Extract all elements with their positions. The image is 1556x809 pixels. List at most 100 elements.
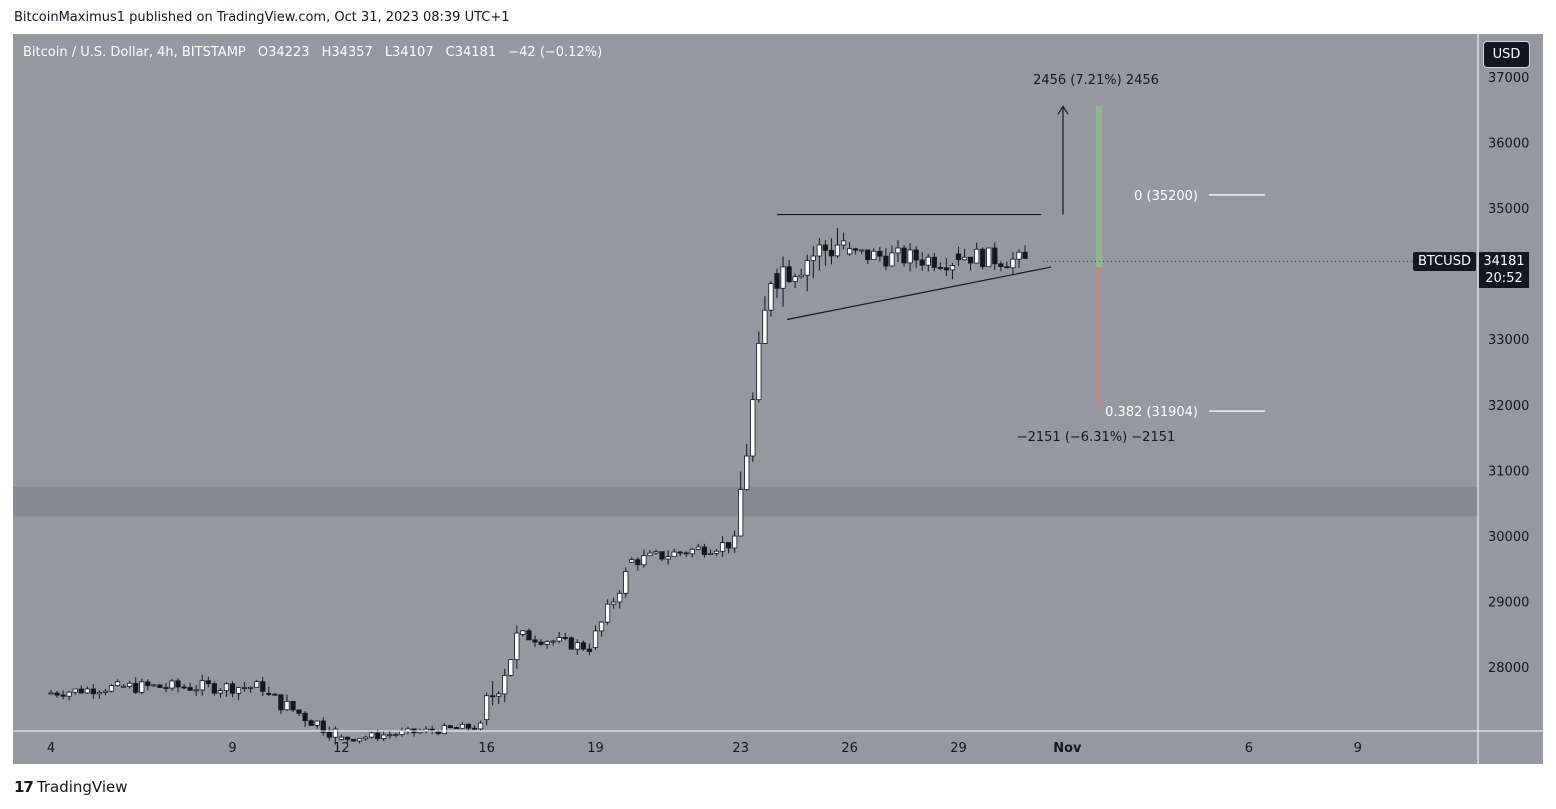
- candle-body: [865, 249, 871, 261]
- candle-body: [199, 680, 205, 691]
- candle-body: [974, 248, 980, 264]
- candle-body: [822, 244, 829, 251]
- time-tick-label: 19: [587, 741, 604, 756]
- candle-body: [502, 674, 508, 695]
- candle-body: [235, 687, 242, 694]
- candle-body: [84, 688, 90, 694]
- candle-body: [792, 276, 798, 282]
- low-value: L34107: [384, 45, 434, 60]
- candle-body: [828, 249, 835, 257]
- candle-body: [163, 687, 169, 689]
- candle-body: [1022, 251, 1028, 259]
- candle-body: [211, 683, 217, 694]
- candle-body: [562, 637, 568, 639]
- candle-body: [78, 688, 84, 694]
- candle-body: [671, 551, 677, 557]
- price-tick-label: 30000: [1488, 530, 1529, 545]
- fib-level-label: 0 (35200): [1134, 189, 1198, 204]
- candle-body: [139, 681, 145, 693]
- fib-level-label: 0.382 (31904): [1105, 405, 1198, 420]
- candle-body: [369, 732, 375, 738]
- triangle-support-line: [786, 266, 1052, 321]
- candle-body: [187, 687, 193, 691]
- last-price-value: 34181: [1483, 254, 1525, 269]
- candle-body: [732, 535, 738, 549]
- measure-bar: [1096, 267, 1102, 409]
- brand-footer[interactable]: 17 TradingView: [14, 778, 128, 796]
- candle-body: [617, 592, 623, 603]
- candle-body: [314, 720, 320, 726]
- candle-body: [514, 632, 520, 661]
- candle-body: [290, 700, 296, 711]
- currency-button[interactable]: USD: [1483, 41, 1530, 68]
- publisher-caption: BitcoinMaximus1 published on TradingView…: [14, 10, 510, 25]
- price-tick-label: 28000: [1488, 661, 1529, 676]
- candle-body: [986, 247, 992, 268]
- candle-body: [217, 690, 223, 694]
- candle-body: [756, 342, 762, 401]
- candle-body: [54, 692, 60, 696]
- candle-body: [635, 559, 641, 566]
- price-axis: 2800029000300003100032000330003400035000…: [1488, 71, 1529, 676]
- candle-body: [1016, 251, 1022, 260]
- price-tick-label: 31000: [1488, 464, 1529, 479]
- candle-body: [375, 732, 381, 739]
- candle-body: [556, 637, 562, 642]
- candle-body: [937, 267, 943, 269]
- candle-body: [574, 642, 580, 650]
- candle-body: [901, 247, 907, 264]
- candle-body: [60, 694, 66, 697]
- chart-frame[interactable]: 2456 (7.21%) 2456 −2151 (−6.31%) −2151 0 (…: [13, 34, 1543, 764]
- candle-body: [980, 248, 986, 268]
- candle-body: [877, 250, 883, 257]
- candle-body: [774, 273, 780, 289]
- candle-body: [157, 684, 163, 688]
- measure-bar: [1096, 105, 1102, 268]
- candle-body: [48, 692, 54, 695]
- candle-body: [786, 266, 792, 282]
- candle-body: [193, 689, 199, 692]
- time-tick-label: 9: [228, 741, 236, 756]
- candle-body: [1010, 258, 1016, 269]
- candle-body: [641, 555, 647, 566]
- candle-body: [683, 552, 689, 555]
- candle-body: [320, 720, 326, 733]
- candle-body: [121, 685, 127, 688]
- candle-body: [241, 687, 248, 689]
- price-chart[interactable]: 2456 (7.21%) 2456 −2151 (−6.31%) −2151 0 (…: [13, 34, 1543, 764]
- candle-body: [181, 686, 187, 689]
- time-tick-label: 6: [1245, 741, 1253, 756]
- candle-body: [302, 712, 308, 722]
- candle-body: [356, 738, 363, 742]
- candle-body: [532, 639, 538, 643]
- candle-body: [598, 621, 605, 632]
- candle-body: [840, 240, 847, 246]
- candle-body: [127, 682, 133, 687]
- candle-body: [943, 267, 950, 271]
- candle-body: [393, 734, 399, 736]
- candle-body: [653, 551, 659, 554]
- measure-label: 2456 (7.21%) 2456: [1033, 73, 1159, 88]
- candle-body: [96, 692, 102, 695]
- candle-body: [248, 686, 254, 689]
- candle-body: [350, 738, 357, 742]
- candle-body: [326, 731, 332, 738]
- candle-body: [544, 641, 550, 645]
- tradingview-logo-icon: 17: [14, 778, 34, 796]
- candle-body: [992, 247, 998, 265]
- candle-body: [586, 648, 593, 652]
- candle-body: [272, 693, 278, 696]
- candle-body: [762, 309, 768, 344]
- candles-layer: [48, 228, 1028, 745]
- time-tick-label: 4: [47, 741, 55, 756]
- candle-body: [260, 681, 266, 692]
- candle-body: [605, 603, 611, 623]
- candle-body: [254, 681, 260, 688]
- candle-body: [647, 552, 653, 557]
- candle-body: [744, 455, 750, 490]
- time-tick-label: Nov: [1053, 741, 1082, 756]
- candle-body: [72, 688, 78, 693]
- candle-body: [834, 244, 841, 257]
- time-tick-label: 23: [732, 741, 749, 756]
- candle-body: [750, 399, 756, 457]
